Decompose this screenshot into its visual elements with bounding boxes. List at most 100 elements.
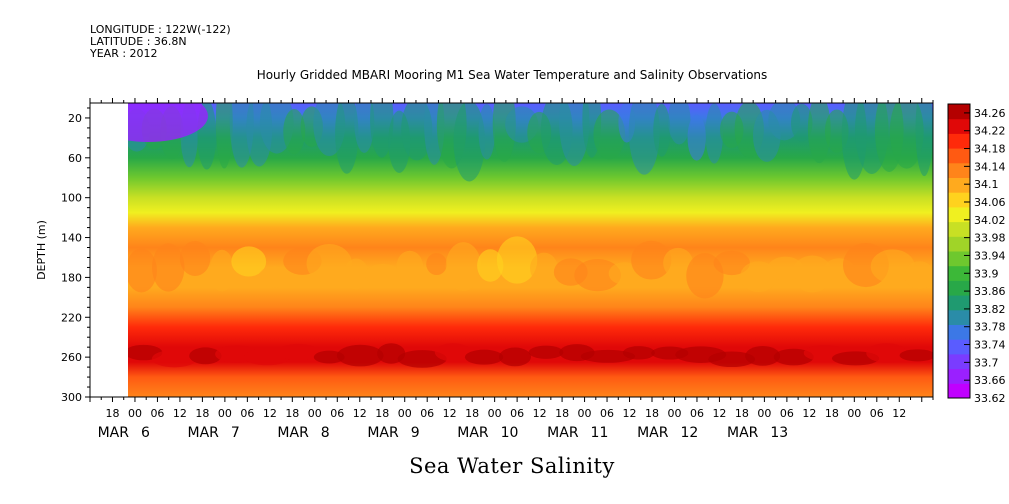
x-hour-label: 18 [465, 407, 479, 420]
x-day-label: MAR [457, 425, 489, 441]
colorbar-cell [948, 280, 970, 296]
x-hour-label: 12 [802, 407, 816, 420]
y-tick-label: 300 [61, 391, 82, 404]
y-tick-label: 100 [61, 192, 82, 205]
midwater-patch [713, 250, 750, 276]
colorbar-cell [948, 236, 970, 252]
colorbar-tick-label: 34.06 [974, 196, 1006, 209]
deep-core-patch [622, 346, 655, 360]
surface-patch [478, 104, 495, 160]
x-hour-label: 18 [555, 407, 569, 420]
x-day-number: 11 [591, 425, 609, 441]
x-axis: 18 00 06 12 18 00 06 12 18 00 06 12 18 00 06 12 18 00 06 12… [89, 98, 934, 441]
x-hour-label: 06 [510, 407, 524, 420]
midwater-patch [663, 247, 694, 279]
colorbar-cell [948, 324, 970, 340]
colorbar-frame [947, 103, 971, 399]
surface-patch [653, 103, 671, 157]
midwater-patch [209, 249, 235, 292]
deep-core-patch [899, 349, 933, 362]
midwater-patch [258, 266, 293, 288]
y-tick-label: 220 [61, 311, 82, 324]
colorbar-cell [948, 104, 970, 120]
deep-core-patch [277, 343, 320, 361]
midwater-patch [530, 252, 558, 284]
longitude-text: LONGITUDE : 122W(-122) [90, 23, 231, 36]
x-hour-label: 00 [578, 407, 592, 420]
deep-core-patch [434, 343, 472, 362]
surface-patch [215, 103, 233, 169]
colorbar-tick-label: 34.22 [974, 125, 1006, 138]
deep-core-patch [745, 345, 781, 366]
x-hour-label: 06 [420, 407, 434, 420]
x-hour-label: 18 [195, 407, 209, 420]
colorbar-cell [948, 251, 970, 267]
midwater-patch [152, 243, 185, 292]
midwater-patch [904, 261, 933, 290]
x-hour-label: 00 [128, 407, 142, 420]
colorbar-tick-label: 33.9 [974, 267, 999, 280]
deep-core-patch [151, 349, 198, 368]
surface-patch [453, 103, 485, 182]
surface-patch [335, 103, 359, 174]
x-hour-label: 12 [892, 407, 906, 420]
colorbar-cell [948, 192, 970, 208]
x-day-number: 12 [680, 425, 698, 441]
x-hour-label: 06 [780, 407, 794, 420]
x-hour-label: 18 [735, 407, 749, 420]
midwater-patch [231, 246, 267, 277]
salinity-field [128, 103, 933, 397]
x-hour-label: 00 [218, 407, 232, 420]
x-hour-label: 18 [825, 407, 839, 420]
deep-core-patch [499, 347, 532, 367]
colorbar-cell [948, 309, 970, 325]
midwater-patch [574, 259, 621, 292]
x-hour-label: 06 [690, 407, 704, 420]
y-tick-label: 140 [61, 232, 82, 245]
colorbar-cell [948, 221, 970, 237]
surface-patch [915, 103, 933, 177]
low-salinity-surface [128, 103, 208, 142]
x-hour-label: 12 [623, 407, 637, 420]
x-hour-label: 06 [150, 407, 164, 420]
x-hour-label: 18 [645, 407, 659, 420]
surface-patch [354, 103, 375, 153]
x-hour-label: 12 [712, 407, 726, 420]
colorbar-cell [948, 368, 970, 384]
midwater-patch [426, 253, 447, 276]
colorbar-tick-label: 33.78 [974, 321, 1006, 334]
colorbar-tick-label: 33.62 [974, 392, 1006, 405]
midwater-patch [364, 263, 401, 287]
x-day-number: 8 [321, 425, 330, 441]
midwater-patch [396, 250, 424, 284]
colorbar-cell [948, 383, 970, 399]
x-day-label: MAR [547, 425, 579, 441]
y-tick-label: 260 [61, 351, 82, 364]
colorbar-tick-label: 33.86 [974, 285, 1006, 298]
midwater-patch [608, 262, 641, 285]
y-tick-label: 20 [68, 112, 82, 125]
colorbar-cell [948, 265, 970, 281]
x-day-number: 10 [501, 425, 519, 441]
x-hour-label: 12 [353, 407, 367, 420]
x-day-label: MAR [98, 425, 130, 441]
x-day-number: 7 [231, 425, 240, 441]
deep-core-patch [464, 349, 504, 365]
surface-patch [791, 103, 813, 142]
deep-core-patch [580, 349, 636, 363]
colorbar-cell [948, 118, 970, 134]
x-hour-label: 00 [308, 407, 322, 420]
midwater-patch [445, 242, 482, 291]
midwater-patch [791, 255, 833, 293]
x-hour-label: 00 [757, 407, 771, 420]
colorbar-tick-label: 34.14 [974, 160, 1006, 173]
x-hour-label: 06 [330, 407, 344, 420]
colorbar-tick-label: 33.94 [974, 249, 1006, 262]
colorbar-tick-label: 33.74 [974, 339, 1006, 352]
colorbar-cell [948, 162, 970, 178]
chart-caption: Sea Water Salinity [409, 454, 615, 478]
colorbar-tick-label: 33.66 [974, 374, 1006, 387]
surface-patch [668, 103, 691, 145]
colorbar-cell [948, 339, 970, 355]
midwater-patch [128, 248, 157, 293]
